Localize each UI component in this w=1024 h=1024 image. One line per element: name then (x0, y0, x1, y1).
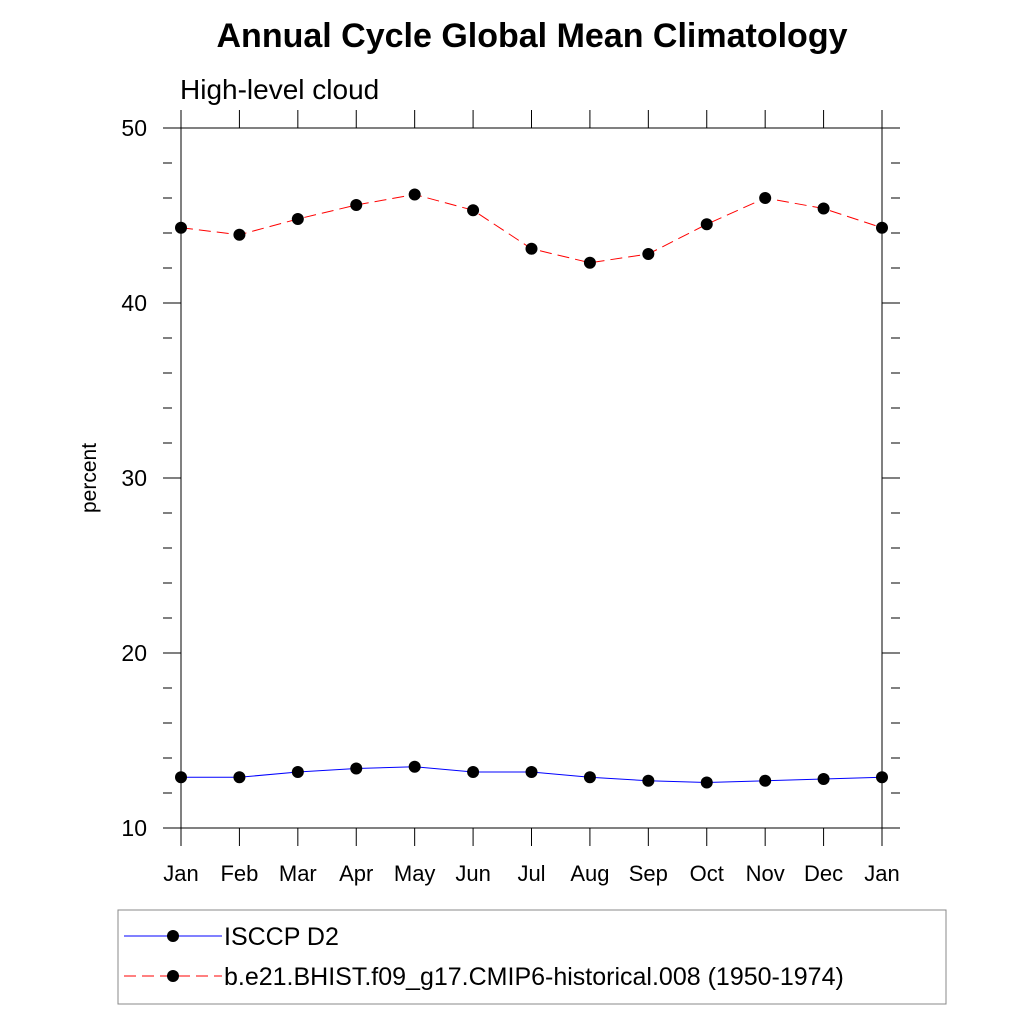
x-tick-label: Mar (279, 861, 317, 886)
series-0-point (876, 771, 888, 784)
x-tick-label: Jul (517, 861, 545, 886)
series-1-point (291, 213, 304, 225)
legend-marker-cmip6 (167, 970, 179, 982)
legend-label-cmip6: b.e21.BHIST.f09_g17.CMIP6-historical.008… (224, 963, 844, 991)
y-tick-label: 20 (121, 640, 147, 666)
series-1-point (408, 188, 421, 201)
y-tick-label: 30 (121, 465, 147, 491)
legend: ISCCP D2 b.e21.BHIST.f09_g17.CMIP6-histo… (117, 909, 947, 1005)
x-tick-label: Feb (220, 861, 258, 886)
series-1-point (233, 228, 246, 241)
x-tick-label: Sep (629, 861, 668, 886)
series-1-point (350, 199, 363, 211)
series-0-point (175, 771, 187, 784)
x-tick-label: Jan (163, 861, 198, 886)
y-axis-label: percent (78, 443, 101, 513)
series-0-point (291, 766, 304, 778)
x-tick-label: May (394, 861, 436, 886)
plot-area: 10 20 30 40 50 Jan Feb Mar Apr May Jun Jul Aug Sep Oct… (121, 110, 900, 886)
series-0-point (642, 774, 655, 787)
series-0-point (408, 760, 421, 773)
plot-frame (180, 127, 883, 829)
legend-label-isccp: ISCCP D2 (224, 923, 339, 951)
series-1-point (642, 248, 655, 260)
series-0-point (817, 773, 830, 785)
y-tick-label: 50 (121, 115, 147, 141)
x-tick-label: Aug (570, 861, 609, 886)
series-1-point (583, 256, 596, 269)
series-1-point (759, 192, 772, 204)
series-1-point (817, 202, 830, 215)
series-1-point (467, 204, 480, 217)
y-tick-label: 10 (121, 815, 147, 841)
series-0-point (525, 766, 538, 778)
x-tick-label: Jan (864, 861, 899, 886)
series-1-point (700, 218, 713, 231)
x-tick-label: Dec (804, 861, 843, 886)
x-tick-label: Nov (746, 861, 785, 886)
series-0-point (700, 776, 713, 789)
series-0-point (467, 766, 480, 778)
legend-marker-isccp (167, 930, 179, 942)
series-0-point (233, 771, 246, 784)
legend-box (117, 909, 947, 1005)
series-0-point (583, 771, 596, 784)
x-tick-label: Jun (455, 861, 490, 886)
series-1-point (525, 242, 538, 255)
series-0-point (759, 774, 772, 787)
x-tick-label: Apr (339, 861, 373, 886)
x-tick-label: Oct (690, 861, 724, 886)
chart-title: Annual Cycle Global Mean Climatology (217, 17, 848, 55)
chart-subtitle: High-level cloud (180, 74, 379, 105)
series-1-point (876, 221, 888, 234)
series-1-point (175, 221, 187, 234)
y-tick-label: 40 (121, 290, 147, 316)
series-0-point (350, 762, 363, 775)
